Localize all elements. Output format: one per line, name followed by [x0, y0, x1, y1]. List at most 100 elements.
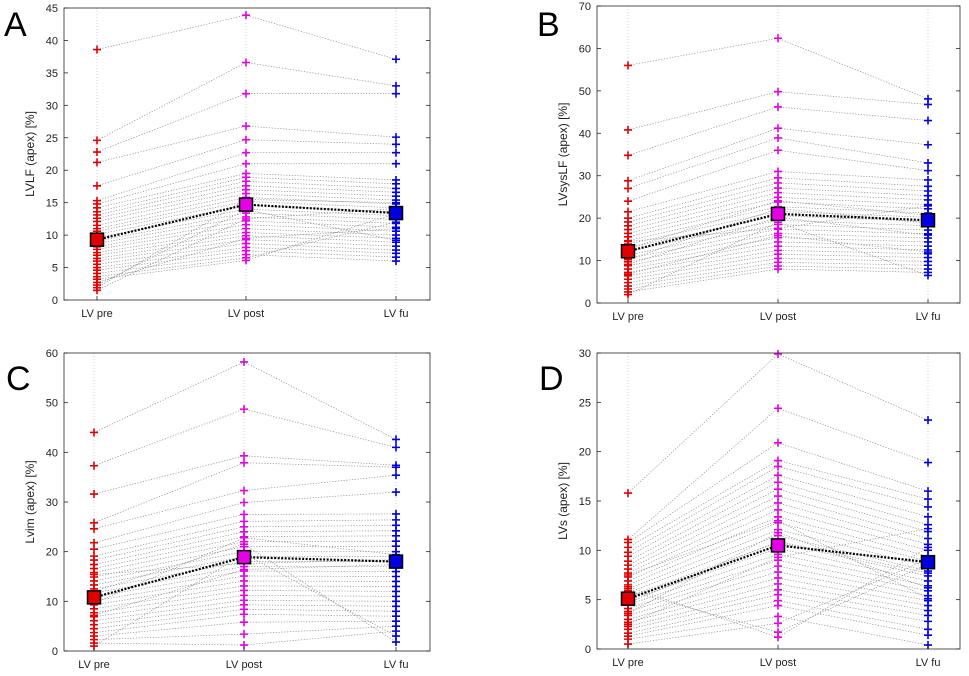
data-point-pre: [624, 61, 632, 70]
data-point-pre: [624, 151, 632, 160]
x-tick-label: LV fu: [384, 308, 409, 320]
data-point-fu: [924, 524, 932, 533]
subject-line: [627, 547, 929, 601]
data-point-post: [774, 498, 782, 507]
data-point-pre: [624, 270, 632, 279]
data-point-pre: [93, 286, 101, 295]
data-point-post: [774, 438, 782, 447]
subject-line: [96, 14, 397, 60]
subject-line: [627, 547, 929, 638]
y-tick-label: 30: [579, 348, 591, 360]
panel-letter: D: [539, 360, 564, 398]
data-point-post: [240, 510, 248, 519]
y-axis-label: LVs (apex) [%]: [556, 462, 570, 540]
subject-line: [96, 250, 397, 271]
data-point-post: [242, 135, 250, 144]
x-tick-label: LV post: [228, 308, 265, 320]
y-tick-label: 60: [46, 348, 58, 360]
data-point-post: [774, 612, 782, 621]
y-tick-label: 10: [579, 545, 591, 557]
data-point-pre: [93, 136, 101, 145]
data-point-pre: [90, 428, 98, 437]
axes-box: [63, 7, 431, 301]
x-tick-label: LV pre: [78, 659, 110, 671]
subject-line: [93, 530, 397, 565]
mean-marker-pre: [86, 590, 102, 605]
data-point-post: [774, 492, 782, 501]
data-point-fu: [392, 89, 400, 98]
y-tick-label: 40: [46, 35, 58, 47]
subject-line: [93, 561, 396, 590]
subject-line: [96, 185, 397, 219]
data-point-pre: [90, 524, 98, 533]
data-point-post: [774, 349, 782, 358]
data-point-pre: [90, 490, 98, 499]
x-tick-label: LV fu: [916, 311, 941, 323]
x-tick-label: LV pre: [612, 311, 644, 323]
data-point-fu: [924, 594, 932, 603]
data-point-post: [242, 256, 250, 265]
data-point-post: [774, 224, 782, 233]
y-tick-label: 0: [52, 295, 58, 307]
y-tick-label: 5: [585, 595, 591, 607]
data-point-pre: [90, 461, 98, 470]
data-point-fu: [924, 617, 932, 626]
x-tick-label: LV fu: [916, 657, 941, 669]
subject-line: [96, 209, 397, 286]
x-tick-label: LV post: [226, 659, 263, 671]
panel-letter: C: [6, 360, 31, 398]
data-point-fu: [924, 116, 932, 125]
chart-panel-c: C 0 10 20 30 40 50 60 LV pre LV post LV fu Lvim (ap…: [6, 348, 431, 671]
chart-panel-d: D 0 5 10 15 20 25 30 LV pre LV post LV fu LVs (apex…: [539, 348, 961, 669]
data-point-fu: [392, 236, 400, 245]
data-point-fu: [392, 224, 400, 233]
subject-line: [627, 600, 929, 634]
mean-marker-post: [238, 197, 254, 212]
data-point-post: [240, 405, 248, 414]
data-point-pre: [624, 260, 632, 269]
data-point-fu: [924, 569, 932, 578]
chart-panel-b: B 0 10 20 30 40 50 60 70 LV pre LV post LV fu LVsysL…: [537, 1, 961, 323]
y-tick-label: 40: [46, 447, 58, 459]
data-point-post: [774, 633, 782, 642]
data-point-post: [774, 265, 782, 274]
data-point-post: [240, 565, 248, 574]
data-point-post: [242, 122, 250, 131]
series-fu-markers: [392, 55, 400, 266]
data-point-fu: [392, 488, 400, 497]
subject-line: [627, 571, 929, 616]
mean-marker-pre: [89, 232, 105, 247]
subject-line: [93, 524, 397, 561]
y-tick-label: 25: [46, 133, 58, 145]
chart-panel-a: A 0 5 10 15 20 25 30 35 40 45 LV pre LV post LV fu LVL…: [4, 3, 431, 320]
subject-line: [627, 520, 929, 599]
data-point-pre: [624, 582, 632, 591]
subject-line: [627, 237, 929, 267]
data-point-pre: [624, 290, 632, 299]
y-tick-label: 30: [46, 497, 58, 509]
y-tick-label: 30: [46, 100, 58, 112]
subject-line: [627, 215, 929, 249]
subject-line: [93, 613, 397, 633]
x-tick-label: LV fu: [384, 659, 409, 671]
data-point-post: [240, 357, 248, 366]
data-point-post: [774, 404, 782, 413]
panel-letter: A: [4, 6, 27, 44]
data-point-post: [242, 148, 250, 157]
data-point-fu: [392, 257, 400, 266]
y-axis-label: LVsysLF (apex) [%]: [556, 103, 570, 207]
mean-marker-fu: [388, 554, 404, 569]
y-tick-label: 30: [579, 171, 591, 183]
y-tick-label: 10: [579, 256, 591, 268]
data-point-post: [774, 34, 782, 43]
data-point-fu: [924, 495, 932, 504]
subject-line: [96, 228, 397, 283]
data-point-pre: [624, 489, 632, 498]
subject-line: [96, 173, 397, 209]
subject-line: [93, 513, 397, 550]
data-point-post: [240, 630, 248, 639]
y-tick-label: 70: [579, 1, 591, 13]
subject-line: [627, 228, 929, 259]
data-point-post: [240, 610, 248, 619]
data-point-pre: [93, 181, 101, 190]
